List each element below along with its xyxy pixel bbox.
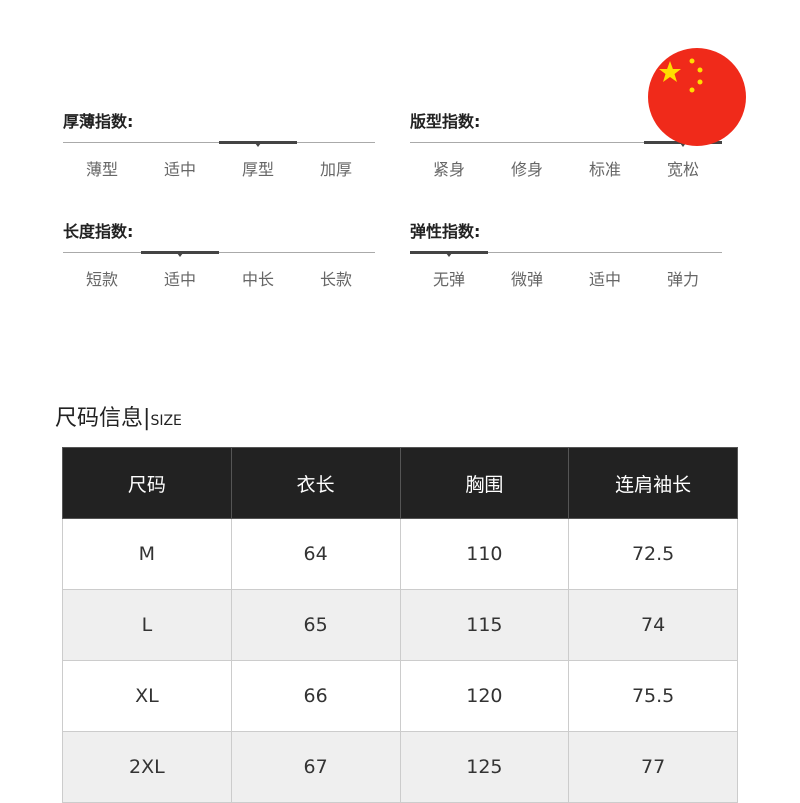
table-cell: 67 bbox=[230, 731, 401, 803]
size-table: 尺码 衣长 胸围 连肩袖长 M 64 110 72.5 L 65 115 74 XL 66 120 7… bbox=[62, 447, 738, 803]
size-section-title: 尺码信息|SIZE bbox=[55, 400, 182, 432]
scale-title: 长度指数: bbox=[63, 222, 134, 241]
table-cell: M bbox=[62, 518, 232, 590]
header-cell: 连肩袖长 bbox=[568, 447, 738, 519]
size-subtitle: SIZE bbox=[150, 413, 182, 429]
table-cell: 72.5 bbox=[568, 518, 738, 590]
table-cell: 120 bbox=[399, 660, 570, 732]
scale-title: 厚薄指数: bbox=[63, 112, 134, 131]
scale-option: 短款 bbox=[85, 270, 118, 289]
scale-option: 标准 bbox=[588, 160, 621, 179]
scale-selected-marker bbox=[141, 251, 219, 257]
scale-option: 适中 bbox=[588, 270, 621, 289]
scale-option: 无弹 bbox=[432, 270, 465, 289]
large-star bbox=[659, 61, 681, 82]
header-cell: 衣长 bbox=[230, 447, 401, 519]
scale-option: 加厚 bbox=[319, 160, 352, 179]
scale-option: 厚型 bbox=[241, 160, 274, 179]
table-cell: 125 bbox=[399, 731, 570, 803]
table-cell: L bbox=[62, 589, 232, 661]
scale-option: 宽松 bbox=[666, 160, 699, 179]
table-cell: 77 bbox=[568, 731, 738, 803]
scale-option: 弹力 bbox=[666, 270, 699, 289]
scale-title: 弹性指数: bbox=[410, 222, 481, 241]
table-cell: 2XL bbox=[62, 731, 232, 803]
size-title: 尺码信息 bbox=[55, 406, 144, 431]
scale-option: 修身 bbox=[510, 160, 543, 179]
scale-option: 长款 bbox=[319, 270, 352, 289]
table-row: M 64 110 72.5 bbox=[62, 518, 738, 590]
scale-option: 微弹 bbox=[510, 270, 543, 289]
header-cell: 尺码 bbox=[62, 447, 232, 519]
scale-line bbox=[410, 252, 722, 253]
table-row: L 65 115 74 bbox=[62, 589, 738, 661]
table-header-row: 尺码 衣长 胸围 连肩袖长 bbox=[62, 447, 738, 519]
scale-option: 适中 bbox=[163, 270, 196, 289]
table-cell: XL bbox=[62, 660, 232, 732]
scale-line bbox=[410, 142, 722, 143]
scale-option: 紧身 bbox=[432, 160, 465, 179]
size-separator: | bbox=[143, 406, 151, 431]
table-cell: 115 bbox=[399, 589, 570, 661]
table-cell: 64 bbox=[230, 518, 401, 590]
table-row: XL 66 120 75.5 bbox=[62, 660, 738, 732]
table-cell: 75.5 bbox=[568, 660, 738, 732]
header-cell: 胸围 bbox=[399, 447, 570, 519]
scale-line bbox=[63, 252, 375, 253]
scale-selected-marker bbox=[410, 251, 488, 257]
scale-option: 适中 bbox=[163, 160, 196, 179]
table-row: 2XL 67 125 77 bbox=[62, 731, 738, 803]
scale-title: 版型指数: bbox=[410, 112, 481, 131]
china-flag-icon bbox=[648, 48, 746, 146]
table-cell: 110 bbox=[399, 518, 570, 590]
scale-option: 中长 bbox=[241, 270, 274, 289]
scale-selected-marker bbox=[219, 141, 297, 147]
table-cell: 74 bbox=[568, 589, 738, 661]
table-cell: 66 bbox=[230, 660, 401, 732]
scale-option: 薄型 bbox=[85, 160, 118, 179]
table-cell: 65 bbox=[230, 589, 401, 661]
